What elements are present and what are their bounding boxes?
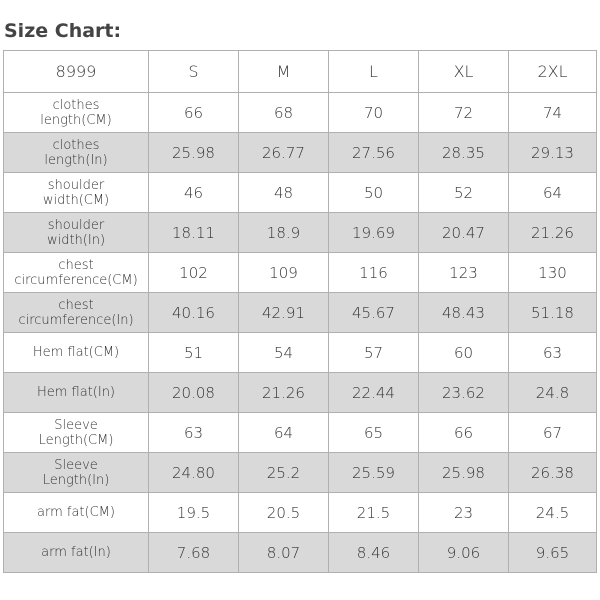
cell: 102	[148, 252, 239, 293]
header-row: 8999 S M L XL 2XL	[3, 50, 597, 93]
cell: 18.11	[148, 212, 239, 253]
cell: 123	[418, 252, 509, 293]
header-cell: S	[148, 50, 239, 93]
row-label: Hem flat(CM)	[3, 332, 149, 373]
row-label: clothes length(In)	[3, 132, 149, 173]
cell: 51	[148, 332, 239, 373]
cell: 60	[418, 332, 509, 373]
cell: 116	[328, 252, 419, 293]
cell: 20.5	[238, 492, 329, 533]
row-label: Hem flat(In)	[3, 372, 149, 413]
cell: 67	[508, 412, 597, 453]
cell: 109	[238, 252, 329, 293]
cell: 63	[508, 332, 597, 373]
cell: 25.98	[148, 132, 239, 173]
cell: 72	[418, 92, 509, 133]
header-cell: 2XL	[508, 50, 597, 93]
row-label: arm fat(In)	[3, 532, 149, 573]
cell: 26.38	[508, 452, 597, 493]
cell: 57	[328, 332, 419, 373]
cell: 48.43	[418, 292, 509, 333]
row-label: chest circumference(CM)	[3, 252, 149, 293]
cell: 23.62	[418, 372, 509, 413]
table-row: shoulder width(In) 18.11 18.9 19.69 20.47 21.…	[3, 212, 597, 253]
header-cell: 8999	[3, 50, 149, 93]
cell: 27.56	[328, 132, 419, 173]
cell: 28.35	[418, 132, 509, 173]
cell: 23	[418, 492, 509, 533]
cell: 63	[148, 412, 239, 453]
header-cell: L	[328, 50, 419, 93]
cell: 18.9	[238, 212, 329, 253]
cell: 65	[328, 412, 419, 453]
row-label: chest circumference(In)	[3, 292, 149, 333]
cell: 20.47	[418, 212, 509, 253]
table-row: Hem flat(CM) 51 54 57 60 63	[3, 332, 597, 373]
cell: 9.65	[508, 532, 597, 573]
table-row: chest circumference(CM) 102 109 116 123 130	[3, 252, 597, 293]
header-cell: M	[238, 50, 329, 93]
cell: 64	[238, 412, 329, 453]
cell: 21.26	[238, 372, 329, 413]
table-row: Sleeve Length(CM) 63 64 65 66 67	[3, 412, 597, 453]
cell: 68	[238, 92, 329, 133]
cell: 25.2	[238, 452, 329, 493]
cell: 50	[328, 172, 419, 213]
cell: 22.44	[328, 372, 419, 413]
cell: 64	[508, 172, 597, 213]
cell: 21.26	[508, 212, 597, 253]
row-label: arm fat(CM)	[3, 492, 149, 533]
size-table: 8999 S M L XL 2XL clothes length(CM) 66 68 70 72 74…	[3, 50, 597, 573]
table-row: Hem flat(In) 20.08 21.26 22.44 23.62 24.8	[3, 372, 597, 413]
cell: 54	[238, 332, 329, 373]
cell: 24.80	[148, 452, 239, 493]
table-row: arm fat(In) 7.68 8.07 8.46 9.06 9.65	[3, 532, 597, 573]
row-label: shoulder width(In)	[3, 212, 149, 253]
table-row: Sleeve Length(In) 24.80 25.2 25.59 25.98 26.3…	[3, 452, 597, 493]
table-row: clothes length(In) 25.98 26.77 27.56 28.35 29…	[3, 132, 597, 173]
cell: 25.98	[418, 452, 509, 493]
cell: 130	[508, 252, 597, 293]
cell: 9.06	[418, 532, 509, 573]
cell: 25.59	[328, 452, 419, 493]
cell: 8.46	[328, 532, 419, 573]
cell: 26.77	[238, 132, 329, 173]
table-row: chest circumference(In) 40.16 42.91 45.67 48…	[3, 292, 597, 333]
title: Size Chart:	[4, 20, 122, 42]
cell: 24.5	[508, 492, 597, 533]
table-row: clothes length(CM) 66 68 70 72 74	[3, 92, 597, 133]
cell: 19.69	[328, 212, 419, 253]
cell: 48	[238, 172, 329, 213]
cell: 52	[418, 172, 509, 213]
cell: 66	[148, 92, 239, 133]
cell: 19.5	[148, 492, 239, 533]
cell: 8.07	[238, 532, 329, 573]
cell: 40.16	[148, 292, 239, 333]
row-label: Sleeve Length(CM)	[3, 412, 149, 453]
header-cell: XL	[418, 50, 509, 93]
cell: 21.5	[328, 492, 419, 533]
cell: 51.18	[508, 292, 597, 333]
cell: 70	[328, 92, 419, 133]
table-row: shoulder width(CM) 46 48 50 52 64	[3, 172, 597, 213]
cell: 74	[508, 92, 597, 133]
row-label: shoulder width(CM)	[3, 172, 149, 213]
cell: 20.08	[148, 372, 239, 413]
table-row: arm fat(CM) 19.5 20.5 21.5 23 24.5	[3, 492, 597, 533]
row-label: Sleeve Length(In)	[3, 452, 149, 493]
cell: 7.68	[148, 532, 239, 573]
row-label: clothes length(CM)	[3, 92, 149, 133]
cell: 42.91	[238, 292, 329, 333]
cell: 45.67	[328, 292, 419, 333]
cell: 24.8	[508, 372, 597, 413]
cell: 66	[418, 412, 509, 453]
cell: 29.13	[508, 132, 597, 173]
table-body: 8999 S M L XL 2XL clothes length(CM) 66 68 70 72 74…	[3, 50, 597, 573]
cell: 46	[148, 172, 239, 213]
